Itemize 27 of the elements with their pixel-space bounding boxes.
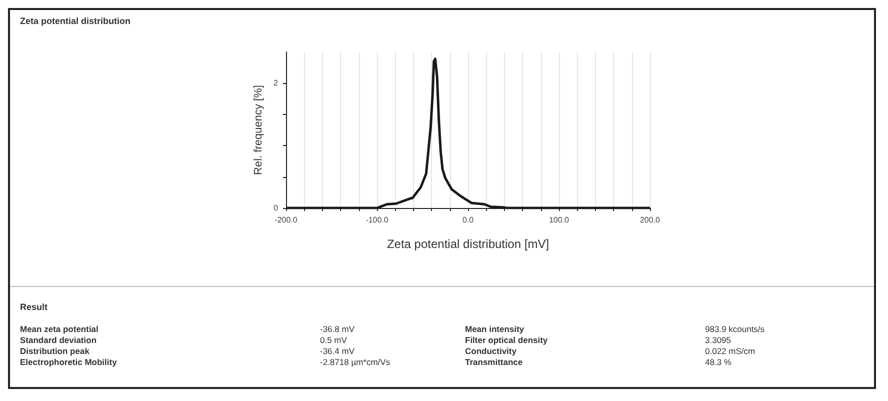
text: Distribution peak <box>20 346 90 357</box>
y-tick-label: 0 <box>274 204 279 212</box>
y-tick-label: 2 <box>274 78 279 88</box>
text: Zeta potential distribution <box>20 16 130 26</box>
y-axis-title: Rel. frequency [%] <box>252 85 264 175</box>
x-tick-label: 200.0 <box>640 216 661 224</box>
text: -2.8718 µm*cm/Vs <box>320 357 392 368</box>
text: Transmittance <box>465 357 524 368</box>
text: Mean zeta potential <box>20 324 100 335</box>
text: 983.9 kcounts/s <box>705 324 766 335</box>
x-tick-label: 0.0 <box>462 216 474 224</box>
text: Electrophoretic Mobility <box>20 357 118 368</box>
text: 3.3095 <box>705 335 732 346</box>
text: -36.4 mV <box>320 346 356 357</box>
x-tick-label: -200.0 <box>274 216 298 224</box>
text: 0.5 mV <box>320 335 348 346</box>
x-axis-title: Zeta potential distribution [mV] <box>386 237 550 251</box>
text: Mean intensity <box>465 324 526 335</box>
text: Standard deviation <box>20 335 98 346</box>
text: Result <box>20 302 48 312</box>
x-tick-label: -100.0 <box>366 216 389 224</box>
x-tick-label: 100.0 <box>548 216 570 224</box>
text: 48.3 % <box>705 357 732 368</box>
text: Conductivity <box>465 346 518 357</box>
text: 0.022 mS/cm <box>705 346 756 357</box>
text: Filter optical density <box>465 335 549 346</box>
text: -36.8 mV <box>320 324 356 335</box>
